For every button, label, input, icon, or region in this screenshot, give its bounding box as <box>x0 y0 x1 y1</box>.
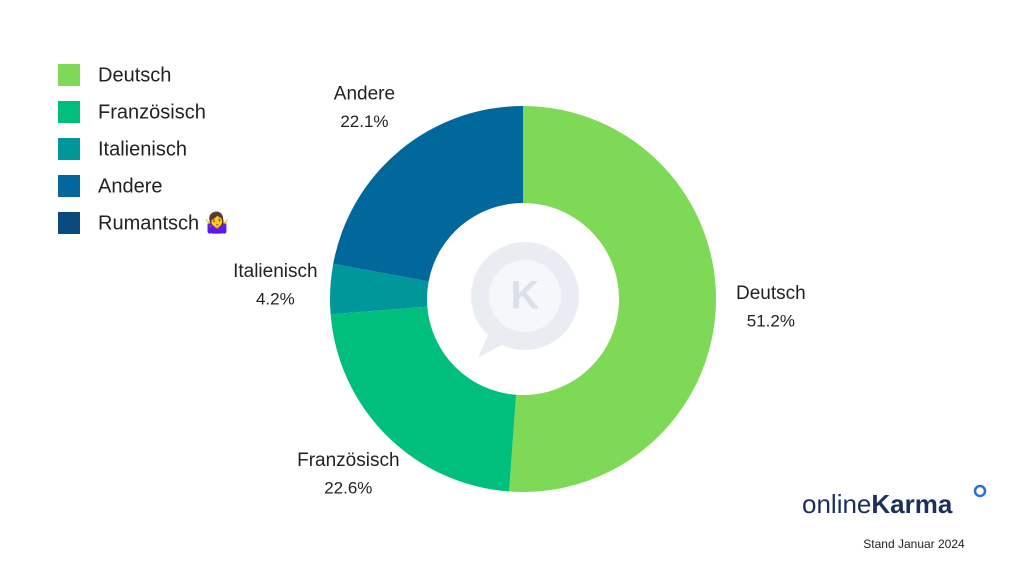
slice-value: 51.2% <box>747 311 795 330</box>
slice-value: 4.2% <box>256 290 295 309</box>
svg-text:K: K <box>511 274 540 318</box>
slice-label: Deutsch <box>736 283 806 304</box>
brand-dot <box>973 484 987 498</box>
legend-label: Französisch <box>98 101 206 123</box>
brand-part: Karma <box>871 489 952 519</box>
slice <box>330 263 429 315</box>
legend-swatch <box>58 101 80 123</box>
brand-part: online <box>802 489 871 519</box>
slice <box>509 106 716 492</box>
legend-swatch <box>58 64 80 86</box>
slice-label: Französisch <box>297 450 399 471</box>
footnote: Stand Januar 2024 <box>863 537 965 551</box>
slice-label: Andere <box>334 83 395 104</box>
legend-label: Rumantsch 🤷‍♀️ <box>98 209 230 234</box>
slice-value: 22.1% <box>340 112 388 131</box>
slice-value: 22.6% <box>324 479 372 498</box>
brand: onlineKarma <box>802 489 953 519</box>
legend-swatch <box>58 138 80 160</box>
legend-label: Andere <box>98 175 163 197</box>
slice <box>330 306 517 492</box>
legend-label: Italienisch <box>98 138 187 160</box>
legend-swatch <box>58 212 80 234</box>
slice <box>333 105 523 282</box>
legend-label: Deutsch <box>98 64 171 86</box>
watermark: K <box>471 242 579 358</box>
slice-label: Italienisch <box>233 261 318 282</box>
legend-swatch <box>58 175 80 197</box>
